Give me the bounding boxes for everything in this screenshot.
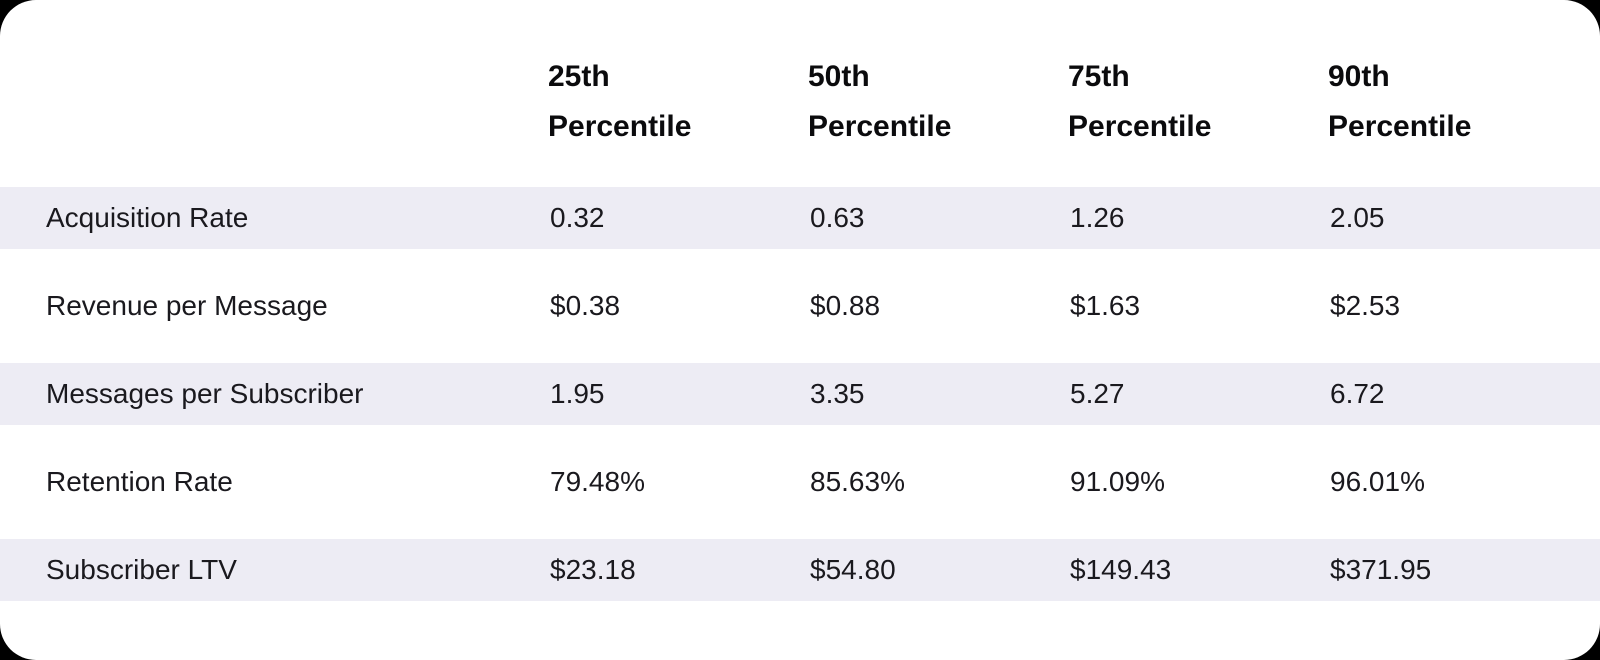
column-header-90th-percentile: 90th Percentile bbox=[1328, 52, 1600, 152]
column-header-25th-percentile: 25th Percentile bbox=[548, 52, 808, 152]
cell-value: 2.05 bbox=[1330, 202, 1385, 233]
cell-value: 0.32 bbox=[550, 202, 605, 233]
cell-value: 5.27 bbox=[1070, 378, 1125, 409]
table-header-row: 25th Percentile 50th Percentile 75th Per… bbox=[0, 0, 1600, 152]
cell-value: 96.01% bbox=[1330, 466, 1425, 497]
table-row: Retention Rate 79.48% 85.63% 91.09% 96.0… bbox=[0, 451, 1600, 513]
cell-value: $0.38 bbox=[550, 290, 621, 321]
cell-value: 85.63% bbox=[810, 466, 905, 497]
row-label: Messages per Subscriber bbox=[46, 378, 364, 409]
row-label: Revenue per Message bbox=[46, 290, 328, 321]
cell-value: $0.88 bbox=[810, 290, 881, 321]
table-row: Subscriber LTV $23.18 $54.80 $149.43 $37… bbox=[0, 539, 1600, 601]
column-header-75th-percentile: 75th Percentile bbox=[1068, 52, 1328, 152]
table-row: Acquisition Rate 0.32 0.63 1.26 2.05 bbox=[0, 187, 1600, 249]
cell-value: 0.63 bbox=[810, 202, 865, 233]
row-label: Retention Rate bbox=[46, 466, 233, 497]
row-label: Acquisition Rate bbox=[46, 202, 249, 233]
column-header-label: 90th Percentile bbox=[1328, 60, 1472, 143]
corner-header-cell bbox=[0, 52, 548, 152]
cell-value: 91.09% bbox=[1070, 466, 1165, 497]
column-header-50th-percentile: 50th Percentile bbox=[808, 52, 1068, 152]
row-label: Subscriber LTV bbox=[46, 554, 237, 585]
cell-value: $2.53 bbox=[1330, 290, 1401, 321]
table-row: Messages per Subscriber 1.95 3.35 5.27 6… bbox=[0, 363, 1600, 425]
cell-value: 79.48% bbox=[550, 466, 645, 497]
cell-value: $149.43 bbox=[1070, 554, 1172, 585]
cell-value: 6.72 bbox=[1330, 378, 1385, 409]
cell-value: $371.95 bbox=[1330, 554, 1432, 585]
cell-value: 1.26 bbox=[1070, 202, 1125, 233]
cell-value: 3.35 bbox=[810, 378, 865, 409]
column-header-label: 75th Percentile bbox=[1068, 60, 1212, 143]
cell-value: $1.63 bbox=[1070, 290, 1141, 321]
cell-value: 1.95 bbox=[550, 378, 605, 409]
table-row: Revenue per Message $0.38 $0.88 $1.63 $2… bbox=[0, 275, 1600, 337]
column-header-label: 50th Percentile bbox=[808, 60, 952, 143]
cell-value: $23.18 bbox=[550, 554, 636, 585]
cell-value: $54.80 bbox=[810, 554, 896, 585]
column-header-label: 25th Percentile bbox=[548, 60, 692, 143]
